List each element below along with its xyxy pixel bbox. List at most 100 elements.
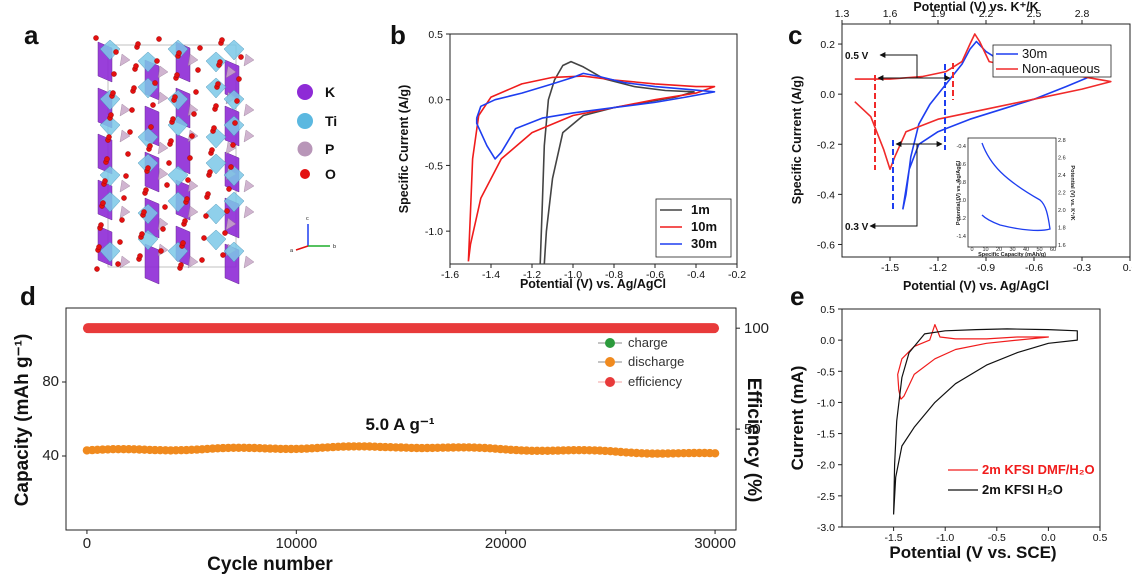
p-tetrahedron: [187, 205, 199, 219]
y-tick-label: -0.4: [817, 189, 835, 201]
legend-marker-efficiency: [605, 377, 615, 387]
oxygen-atom: [182, 218, 188, 224]
chart-d-xlabel: Cycle number: [207, 554, 333, 574]
inset-frame: [967, 137, 1057, 248]
oxygen-atom: [141, 209, 147, 215]
panel-label-c: c: [788, 20, 802, 50]
chart-d: 0 10000 20000 30000 40 80 50 100 Cycle number C…: [12, 307, 769, 574]
p-tetrahedron: [119, 53, 131, 67]
x-tick-label: -1.0: [564, 269, 582, 281]
y-tick-label: 0.5: [820, 304, 835, 316]
y-tick-label: 80: [42, 373, 59, 390]
oxygen-atom: [152, 80, 158, 86]
oxygen-atom: [189, 133, 195, 139]
oxygen-atom: [228, 164, 234, 170]
oxygen-atom: [127, 129, 133, 135]
legend-label-discharge: discharge: [628, 354, 684, 369]
x2-tick-label: 2.5: [1027, 8, 1042, 20]
y-tick-label: -1.0: [817, 397, 835, 409]
oxygen-atom: [148, 124, 154, 130]
oxygen-atom: [100, 200, 106, 206]
x-tick-label: -0.9: [977, 262, 995, 274]
x-tick-label: 0.5: [1093, 532, 1108, 544]
x-tick-label: -1.5: [885, 532, 903, 544]
ti-octahedron: [223, 191, 245, 213]
oxygen-atom: [170, 116, 176, 122]
chart-b-xlabel: Potential (V) vs. Ag/AgCl: [520, 277, 666, 291]
series-2m-kfsi-dmf-h-o: [897, 324, 1049, 400]
oxygen-atom: [236, 76, 242, 82]
chart-c-x2label: Potential (V) vs. K⁺/K: [913, 0, 1038, 14]
oxygen-atom: [195, 67, 201, 73]
y-tick-label: -2.5: [817, 491, 835, 503]
legend-label-30m-c: 30m: [1022, 46, 1047, 61]
chart-d-rate-annotation: 5.0 A g⁻¹: [365, 415, 434, 434]
panel-label-a: a: [24, 20, 39, 50]
oxygen-atom: [226, 186, 232, 192]
oxygen-atom: [121, 195, 127, 201]
p-tetrahedron: [187, 255, 199, 269]
axis-c-label: c: [306, 216, 309, 222]
legend-marker-charge: [605, 338, 615, 348]
panel-label-b: b: [390, 20, 406, 50]
p-tetrahedron: [187, 179, 199, 193]
chart-c-xlabel: Potential (V) vs. Ag/AgCl: [903, 279, 1049, 293]
chart-b: -1.6 -1.4 -1.2 -1.0 -0.8 -0.6 -0.4 -0.2 0.5 0.0 -0…: [397, 29, 746, 291]
oxygen-atom: [139, 231, 145, 237]
oxygen-atom: [137, 253, 143, 259]
legend-marker-discharge: [605, 357, 615, 367]
y-tick-label: -0.6: [817, 239, 835, 251]
y-tick-label: 0.5: [428, 29, 443, 41]
oxygen-atom: [205, 191, 211, 197]
oxygen-atom: [162, 204, 168, 210]
oxygen-atom: [115, 261, 121, 267]
ti-octahedron: [167, 165, 189, 187]
oxygen-atom: [220, 252, 226, 258]
y-tick-label: 0.2: [820, 39, 835, 51]
inset-x-tick-label: 0: [970, 247, 973, 253]
x2-tick-label: 1.6: [883, 8, 898, 20]
oxygen-atom: [131, 85, 137, 91]
y-tick-label: -2.0: [817, 460, 835, 472]
oxygen-atom: [178, 262, 184, 268]
y-tick-label: -0.5: [817, 366, 835, 378]
inset-x-tick-label: 60: [1050, 247, 1056, 253]
ti-octahedron: [99, 191, 121, 213]
oxygen-atom: [168, 138, 174, 144]
p-tetrahedron: [187, 53, 199, 67]
chart-c-legend: 30m Non-aqueous: [992, 44, 1112, 78]
oxygen-atom: [125, 151, 131, 157]
series-30m: [475, 72, 716, 160]
oxygen-atom-swatch: [300, 169, 310, 179]
x2-tick-label: 2.8: [1075, 8, 1090, 20]
y2-tick-label: 50: [744, 421, 761, 438]
oxygen-atom: [110, 90, 116, 96]
oxygen-atom: [150, 102, 156, 108]
inset-x-tick-label: 50: [1036, 247, 1042, 253]
inset-y-tick-label: -1.0: [957, 198, 966, 204]
p-tetrahedron: [157, 167, 169, 181]
oxygen-atom: [176, 50, 182, 56]
oxygen-atom: [113, 49, 119, 55]
x-tick-label: -0.5: [988, 532, 1006, 544]
inset-y2-tick-label: 2.6: [1058, 156, 1066, 162]
p-tetrahedron: [225, 65, 237, 79]
p-tetrahedron: [157, 91, 169, 105]
ti-octahedron: [223, 39, 245, 61]
p-tetrahedron: [225, 217, 237, 231]
x-tick-label: 10000: [275, 535, 317, 552]
annotation-0.3v: 0.3 V: [845, 222, 869, 233]
chart-e-legend: 2m KFSI DMF/H₂O 2m KFSI H₂O: [948, 462, 1095, 497]
oxygen-atom: [145, 165, 151, 171]
x-tick-label: -0.2: [728, 269, 746, 281]
inset-x-tick-label: 30: [1009, 247, 1015, 253]
ti-octahedron: [99, 39, 121, 61]
inset-ylabel: Potential (V) vs. Ag/AgCl: [956, 160, 962, 225]
series-10m: [467, 75, 716, 262]
y-tick-label: 0.0: [820, 89, 835, 101]
k-polyhedron: [144, 243, 160, 285]
inset-charge-discharge-curve: [981, 142, 1051, 232]
x-tick-label: -0.6: [646, 269, 664, 281]
legend-label-ti: Ti: [325, 113, 337, 129]
potassium-atom-swatch: [297, 84, 313, 100]
